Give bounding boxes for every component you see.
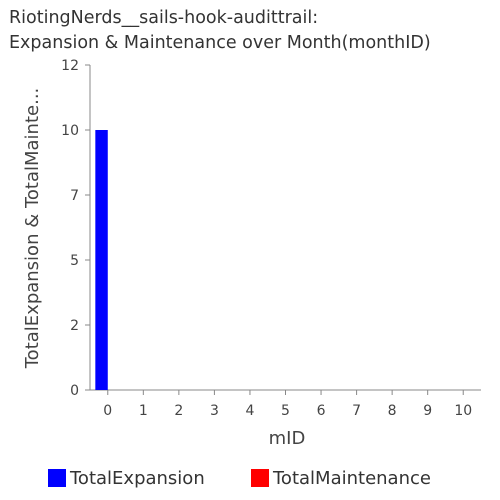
x-axis: 0 1 2 3 4 5 6 7 8 9 10 — [90, 389, 481, 419]
bars — [95, 130, 108, 390]
y-tick-label: 2 — [70, 318, 79, 334]
y-tick-label: 5 — [70, 253, 79, 269]
legend-label-expansion: TotalExpansion — [70, 467, 205, 489]
bar-totalexpansion-0[interactable] — [95, 130, 108, 390]
x-tick-label: 9 — [423, 403, 432, 419]
x-tick-label: 2 — [174, 403, 183, 419]
x-tick-label: 0 — [103, 403, 112, 419]
y-tick-label: 10 — [61, 123, 79, 139]
legend-swatch-expansion — [48, 469, 66, 487]
x-tick-label: 10 — [454, 403, 472, 419]
legend-item-expansion[interactable]: TotalExpansion — [48, 465, 205, 491]
legend: TotalExpansion TotalMaintenance — [0, 465, 500, 491]
y-axis-label: TotalExpansion & TotalMainte... — [22, 88, 43, 370]
legend-label-maintenance: TotalMaintenance — [273, 467, 431, 489]
legend-item-maintenance[interactable]: TotalMaintenance — [251, 465, 431, 491]
y-tick-label: 7 — [70, 188, 79, 204]
x-axis-label: mID — [269, 428, 306, 449]
x-tick-label: 5 — [281, 403, 290, 419]
x-tick-label: 3 — [210, 403, 219, 419]
y-tick-label: 0 — [70, 383, 79, 399]
chart-title: RiotingNerds__sails-hook-audittrail: Exp… — [9, 6, 431, 56]
x-tick-label: 1 — [139, 403, 148, 419]
x-tick-label: 8 — [388, 403, 397, 419]
y-tick-label: 12 — [61, 58, 79, 74]
legend-swatch-maintenance — [251, 469, 269, 487]
y-axis: 0 2 5 7 10 12 — [61, 58, 91, 399]
x-tick-label: 6 — [317, 403, 326, 419]
x-tick-label: 4 — [245, 403, 254, 419]
chart-title-line-1: RiotingNerds__sails-hook-audittrail: — [9, 8, 319, 28]
chart-title-line-2: Expansion & Maintenance over Month(month… — [9, 33, 431, 53]
x-tick-label: 7 — [352, 403, 361, 419]
